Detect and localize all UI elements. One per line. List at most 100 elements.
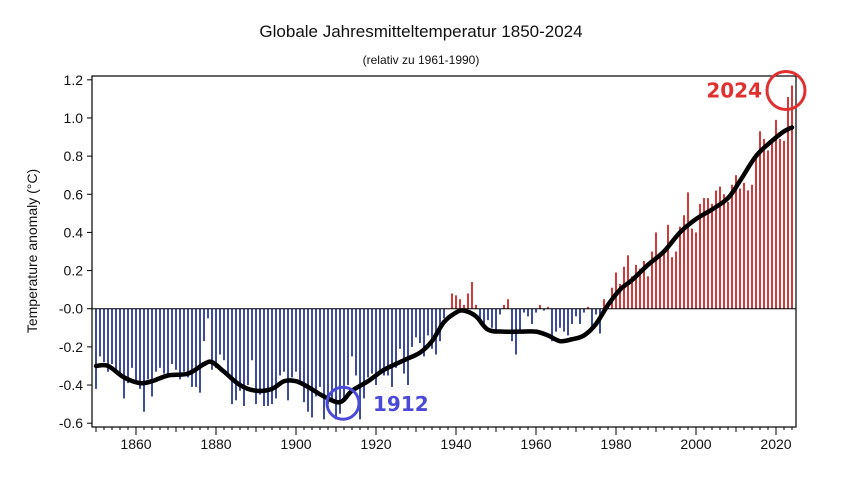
bar-2024 — [791, 85, 793, 309]
bar-1928 — [407, 308, 409, 386]
bar-1939 — [451, 293, 453, 309]
bar-1873 — [187, 308, 189, 378]
bar-1977 — [603, 299, 605, 309]
bar-1905 — [315, 308, 317, 397]
bar-1951 — [499, 308, 501, 315]
plot-frame — [91, 75, 797, 428]
anomaly-bars — [95, 85, 793, 420]
bar-1885 — [235, 308, 237, 401]
bar-1952 — [503, 304, 505, 309]
x-tick-label: 1900 — [280, 436, 311, 452]
bar-1968 — [567, 308, 569, 336]
bar-1975 — [595, 308, 597, 315]
bar-1945 — [475, 304, 477, 309]
bar-2006 — [719, 186, 721, 309]
bar-1851 — [99, 308, 101, 357]
bar-1888 — [247, 308, 249, 386]
bar-1906 — [319, 308, 321, 387]
y-axis-label: Temperature anomaly (°C) — [24, 169, 40, 333]
bar-1986 — [639, 268, 641, 309]
y-tick-label: 0.6 — [64, 186, 84, 202]
x-tick-label: 1980 — [600, 436, 631, 452]
bar-1860 — [135, 308, 137, 382]
bar-2019 — [771, 142, 773, 309]
bar-1897 — [283, 308, 285, 372]
bar-1872 — [183, 308, 185, 372]
bar-1871 — [179, 308, 181, 380]
annotation-label-1912: 1912 — [373, 392, 429, 416]
bar-2010 — [735, 175, 737, 309]
bar-1922 — [383, 308, 385, 376]
bar-1863 — [147, 308, 149, 380]
bar-1867 — [163, 308, 165, 374]
bar-2003 — [707, 198, 709, 309]
bar-1923 — [387, 308, 389, 376]
highlight-circle-1912 — [325, 385, 361, 421]
bar-1908 — [327, 308, 329, 405]
bar-1900 — [295, 308, 297, 372]
bar-1965 — [555, 308, 557, 332]
bar-1881 — [219, 308, 221, 355]
bar-1884 — [231, 308, 233, 405]
bar-1950 — [495, 308, 497, 334]
bar-1899 — [291, 308, 293, 378]
smoothed-trend-line — [93, 125, 795, 405]
bar-1894 — [271, 308, 273, 405]
chart-subtitle: (relativ zu 1961-1990) — [363, 53, 480, 67]
bar-1961 — [539, 304, 541, 309]
bar-1893 — [267, 308, 269, 407]
bar-1972 — [583, 308, 585, 313]
bar-1963 — [547, 306, 549, 309]
bar-1868 — [167, 308, 169, 376]
bar-1967 — [563, 308, 565, 332]
bar-1898 — [287, 308, 289, 401]
bar-1989 — [651, 251, 653, 309]
chart-title: Globale Jahresmitteltemperatur 1850-2024 — [259, 22, 582, 41]
bar-2023 — [787, 96, 789, 309]
bar-1907 — [323, 308, 325, 420]
bar-1925 — [395, 308, 397, 368]
bar-1901 — [299, 308, 301, 384]
bar-1958 — [527, 308, 529, 317]
bar-1855 — [115, 308, 117, 370]
bar-1895 — [275, 308, 277, 399]
bar-2009 — [731, 184, 733, 309]
y-tick-label: 1.0 — [64, 110, 84, 126]
x-axis-ticks: 1860 1880 1900 1920 1940 1960 1980 2000 2020 — [95, 427, 793, 452]
bar-1891 — [259, 308, 261, 395]
bar-2015 — [755, 154, 757, 309]
bar-1971 — [579, 308, 581, 324]
bar-2005 — [715, 190, 717, 309]
bar-2001 — [699, 203, 701, 309]
x-tick-label: 1960 — [520, 436, 551, 452]
bar-1941 — [459, 299, 461, 309]
bar-1926 — [399, 308, 401, 349]
bar-1933 — [427, 308, 429, 336]
bar-2002 — [703, 198, 705, 309]
bar-1994 — [671, 257, 673, 309]
bar-1856 — [119, 308, 121, 376]
bar-2007 — [723, 194, 725, 309]
y-tick-label: -0.2 — [59, 339, 83, 355]
bar-1886 — [239, 308, 241, 391]
bar-1879 — [211, 308, 213, 370]
bar-1880 — [215, 308, 217, 368]
bar-1981 — [619, 283, 621, 309]
bar-1929 — [411, 308, 413, 347]
bar-1993 — [667, 224, 669, 309]
bar-1954 — [511, 308, 513, 342]
bar-1882 — [223, 308, 225, 361]
bar-1920 — [375, 308, 377, 386]
bar-1973 — [587, 306, 589, 309]
bar-1864 — [151, 308, 153, 397]
bar-1913 — [347, 308, 349, 386]
bar-1876 — [199, 308, 201, 393]
bar-1869 — [171, 308, 173, 365]
bar-1946 — [479, 308, 481, 323]
bar-2008 — [727, 201, 729, 309]
bar-1902 — [303, 308, 305, 403]
bar-1915 — [355, 308, 357, 376]
bar-1912 — [343, 308, 345, 399]
bar-1889 — [251, 308, 253, 361]
bar-1870 — [175, 308, 177, 370]
